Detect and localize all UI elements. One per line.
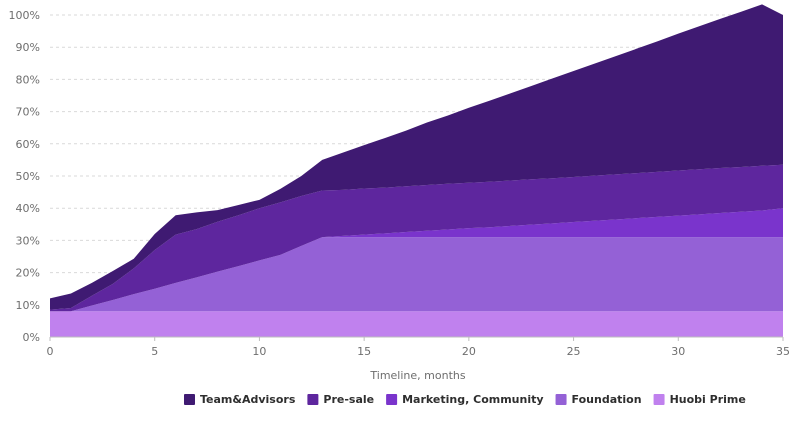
x-axis-title: Timeline, months [369,369,465,382]
x-tick-label: 25 [567,345,581,358]
legend-label: Team&Advisors [200,393,296,406]
legend: Team&Advisors Pre-sale Marketing, Communit… [184,393,746,406]
y-tick-label: 70% [16,106,40,119]
y-tick-label: 90% [16,41,40,54]
x-tick-label: 30 [671,345,685,358]
legend-label: Huobi Prime [670,393,746,406]
x-tick-label: 10 [252,345,266,358]
y-tick-label: 80% [16,73,40,86]
legend-swatch [555,394,567,405]
area-pre-sale [50,164,783,312]
area-series [50,4,783,337]
y-tick-label: 20% [16,267,40,280]
area-team-advisors [50,4,783,310]
area-foundation [50,237,783,312]
area-marketing-community [50,208,783,312]
y-tick-label: 40% [16,202,40,215]
x-tick-label: 0 [47,345,54,358]
y-tick-label: 10% [16,299,40,312]
x-tick-label: 15 [357,345,371,358]
legend-swatch [386,394,398,405]
legend-swatch [653,394,665,405]
legend-label: Foundation [572,393,642,406]
x-tick-label: 35 [776,345,790,358]
y-tick-label: 0% [23,331,40,344]
x-tick-label: 5 [151,345,158,358]
axes: 0% 10% 20% 30% 40% 50% 60% 70% 80% 90% 100% 0 5 10 15 2… [9,9,790,358]
x-tick-label: 20 [462,345,476,358]
legend-swatch [307,394,319,405]
y-tick-label: 30% [16,234,40,247]
legend-swatch [184,394,195,405]
y-tick-label: 50% [16,170,40,183]
legend-label: Marketing, Community [402,393,543,406]
legend-label: Pre-sale [323,393,374,406]
area-huobi-prime [50,311,783,337]
y-tick-label: 100% [9,9,40,22]
y-tick-label: 60% [16,138,40,151]
